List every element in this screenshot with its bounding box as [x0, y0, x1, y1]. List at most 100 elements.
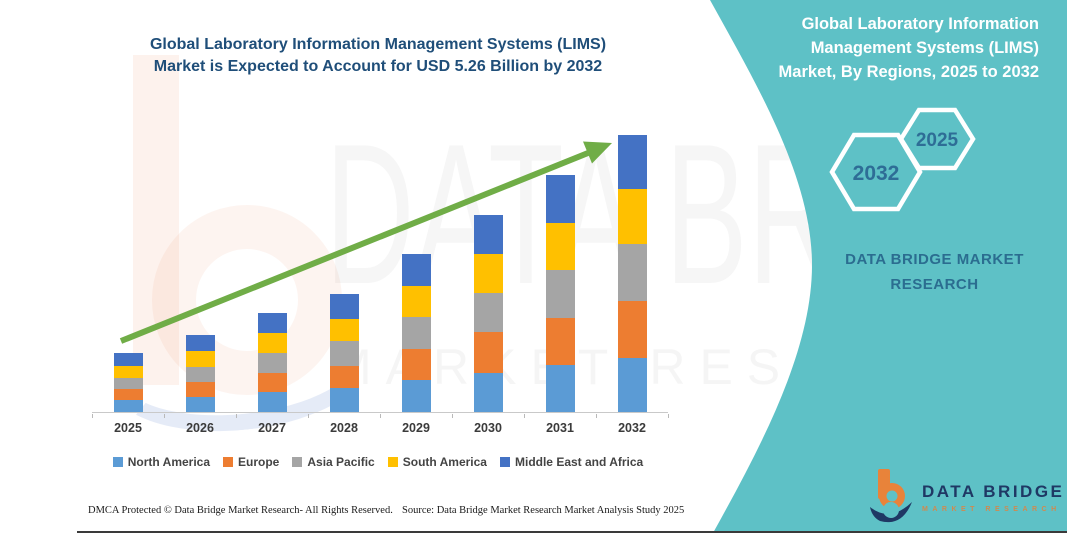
axis-tick: [452, 414, 453, 418]
bar-2030: [473, 214, 503, 412]
legend-item-europe: Europe: [223, 455, 279, 469]
x-axis-label-2029: 2029: [402, 421, 430, 435]
panel-title: Global Laboratory Information Management…: [739, 12, 1039, 84]
axis-tick: [308, 414, 309, 418]
bar-segment-2028-middle-east-and-africa: [329, 293, 359, 319]
bar-segment-2027-europe: [257, 373, 287, 392]
bar-segment-2032-europe: [617, 300, 647, 358]
bar-segment-2026-europe: [185, 381, 215, 397]
bar-2026: [185, 335, 215, 412]
panel-title-line2: Management Systems (LIMS): [810, 39, 1039, 57]
panel-brand-line2: RESEARCH: [890, 276, 979, 293]
legend-label: Middle East and Africa: [514, 455, 644, 469]
x-axis-label-2025: 2025: [114, 421, 142, 435]
footer-source: Source: Data Bridge Market Research Mark…: [402, 505, 685, 516]
legend-swatch-icon: [223, 457, 234, 467]
bar-segment-2026-north-america: [185, 396, 215, 412]
bar-segment-2026-middle-east-and-africa: [185, 335, 215, 351]
legend-label: Europe: [238, 455, 280, 469]
footer-copyright: DMCA Protected © Data Bridge Market Rese…: [88, 505, 393, 516]
bar-segment-2025-south-america: [113, 365, 143, 378]
axis-tick: [596, 414, 597, 418]
data-bridge-logo-icon: [870, 469, 912, 523]
bar-segment-2025-middle-east-and-africa: [113, 353, 143, 366]
bar-segment-2031-middle-east-and-africa: [545, 174, 575, 224]
bar-segment-2028-north-america: [329, 388, 359, 412]
bar-segment-2026-south-america: [185, 350, 215, 367]
bar-segment-2028-asia-pacific: [329, 341, 359, 366]
axis-tick: [668, 414, 669, 418]
x-axis-label-2031: 2031: [546, 421, 574, 435]
bar-segment-2031-europe: [545, 318, 575, 366]
legend-item-middle-east-and-africa: Middle East and Africa: [499, 455, 644, 469]
bar-segment-2027-north-america: [257, 391, 287, 412]
bar-segment-2032-north-america: [617, 357, 647, 412]
bar-segment-2029-europe: [401, 349, 431, 381]
legend-item-asia-pacific: Asia Pacific: [292, 455, 375, 469]
logo-sub-text: MARKET RESEARCH: [922, 505, 1061, 513]
bar-2027: [257, 312, 287, 412]
x-axis-labels: 2025 2026 2027 2028 2029 2030 2031 2032: [92, 421, 668, 435]
legend-swatch-icon: [499, 457, 510, 467]
chart-title-line2: Market is Expected to Account for USD 5.…: [153, 58, 603, 75]
bar-2032: [617, 134, 647, 412]
bar-segment-2025-asia-pacific: [113, 377, 143, 390]
logo-name-text: DATA BRIDGE: [922, 481, 1065, 501]
bar-segment-2029-middle-east-and-africa: [401, 253, 431, 287]
data-bridge-logo: DATA BRIDGE MARKET RESEARCH: [868, 466, 1063, 528]
bar-segment-2026-asia-pacific: [185, 366, 215, 382]
bar-segment-2029-north-america: [401, 380, 431, 412]
bar-segment-2030-europe: [473, 331, 503, 374]
bar-segment-2027-south-america: [257, 332, 287, 353]
bar-segment-2027-middle-east-and-africa: [257, 312, 287, 333]
bar-segment-2025-europe: [113, 389, 143, 401]
panel-brand-text: DATA BRIDGE MARKET RESEARCH: [812, 247, 1057, 297]
bar-2028: [329, 293, 359, 412]
bar-2031: [545, 174, 575, 412]
legend-swatch-icon: [292, 457, 303, 467]
plot-area: [92, 130, 669, 418]
bottom-rule: [77, 531, 1067, 533]
chart-legend: North America Europe Asia Pacific South Ame…: [82, 455, 674, 469]
legend-swatch-icon: [112, 457, 123, 467]
legend-label: North America: [127, 455, 211, 469]
bar-2025: [113, 353, 143, 412]
x-axis-label-2032: 2032: [618, 421, 646, 435]
bar-segment-2032-south-america: [617, 189, 647, 244]
x-axis-label-2030: 2030: [474, 421, 502, 435]
axis-tick: [380, 414, 381, 418]
bar-segment-2032-asia-pacific: [617, 243, 647, 301]
bar-segment-2030-north-america: [473, 373, 503, 412]
bar-segment-2030-south-america: [473, 253, 503, 293]
panel-brand-line1: DATA BRIDGE MARKET: [845, 251, 1024, 268]
legend-swatch-icon: [387, 457, 398, 467]
x-axis-label-2028: 2028: [330, 421, 358, 435]
bar-2029: [401, 253, 431, 412]
bar-segment-2029-asia-pacific: [401, 317, 431, 350]
bar-segment-2030-middle-east-and-africa: [473, 214, 503, 254]
panel-title-line1: Global Laboratory Information: [801, 15, 1039, 33]
axis-tick: [164, 414, 165, 418]
legend-label: South America: [402, 455, 487, 469]
bar-segment-2029-south-america: [401, 286, 431, 318]
axis-tick: [236, 414, 237, 418]
bar-segment-2032-middle-east-and-africa: [617, 134, 647, 190]
bar-segment-2027-asia-pacific: [257, 353, 287, 374]
axis-tick: [524, 414, 525, 418]
x-axis-label-2027: 2027: [258, 421, 286, 435]
bar-segment-2025-north-america: [113, 400, 143, 412]
chart-title: Global Laboratory Information Management…: [90, 34, 666, 78]
legend-item-south-america: South America: [387, 455, 487, 469]
bar-segment-2031-north-america: [545, 365, 575, 412]
chart-title-line1: Global Laboratory Information Management…: [149, 36, 607, 53]
axis-tick: [92, 414, 93, 418]
bar-segment-2031-asia-pacific: [545, 270, 575, 319]
bar-segment-2028-europe: [329, 365, 359, 389]
legend-label: Asia Pacific: [307, 455, 375, 469]
panel-title-line3: Market, By Regions, 2025 to 2032: [778, 63, 1039, 81]
bar-segment-2031-south-america: [545, 223, 575, 271]
bar-segment-2028-south-america: [329, 318, 359, 342]
x-axis-label-2026: 2026: [186, 421, 214, 435]
